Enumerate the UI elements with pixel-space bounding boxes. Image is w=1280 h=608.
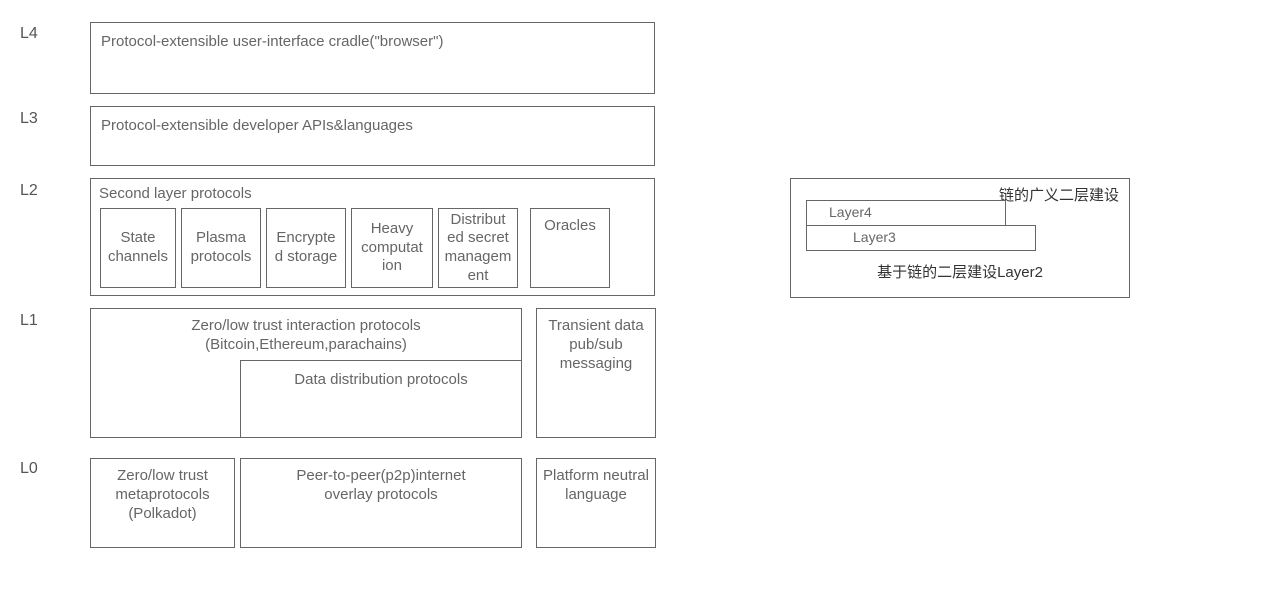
l1-data-dist-box: Data distribution protocols [240,360,522,438]
l4-box: Protocol-extensible user-interface cradl… [90,22,655,94]
right-layer3-box: Layer3 [806,225,1036,251]
l2-item-distributed-secret: Distribut ed secret managem ent [438,208,518,288]
l2-item-plasma: Plasma protocols [181,208,261,288]
l1-data-dist-text: Data distribution protocols [241,371,521,390]
l2-item-5-text: Oracles [544,217,596,236]
layer-label-L2: L2 [20,182,38,200]
right-layer4-box: Layer4 [806,200,1006,226]
l0-zero-low-box: Zero/low trust metaprotocols (Polkadot) [90,458,235,548]
l0-p2p-text: Peer-to-peer(p2p)internet overlay protoc… [296,467,465,505]
right-layer4-text: Layer4 [829,204,872,222]
l2-item-4-text: Distribut ed secret managem ent [445,211,512,286]
l2-item-state-channels: State channels [100,208,176,288]
l2-item-2-text: Encrypte d storage [275,229,338,267]
l3-box: Protocol-extensible developer APIs&langu… [90,106,655,166]
layer-label-L0: L0 [20,460,38,478]
right-layer2-row: 基于链的二层建设Layer2 [790,264,1130,283]
l0-platform-box: Platform neutral language [536,458,656,548]
l2-item-heavy-computation: Heavy computat ion [351,208,433,288]
l2-item-encrypted-storage: Encrypte d storage [266,208,346,288]
l3-text: Protocol-extensible developer APIs&langu… [101,117,413,136]
l0-platform-text: Platform neutral language [543,467,649,505]
layer-label-L4: L4 [20,25,38,43]
l1-transient-text: Transient data pub/sub messaging [537,317,655,373]
l0-zero-low-text: Zero/low trust metaprotocols (Polkadot) [115,467,209,523]
l2-title: Second layer protocols [99,185,252,204]
l2-item-0-text: State channels [108,229,168,267]
l1-zero-low-text: Zero/low trust interaction protocols (Bi… [91,317,521,355]
l2-item-3-text: Heavy computat ion [361,220,423,276]
right-layer2-text: 基于链的二层建设Layer2 [877,264,1043,281]
right-title: 链的广义二层建设 [999,187,1119,206]
l0-p2p-box: Peer-to-peer(p2p)internet overlay protoc… [240,458,522,548]
l1-transient-box: Transient data pub/sub messaging [536,308,656,438]
layer-label-L3: L3 [20,110,38,128]
layer-label-L1: L1 [20,312,38,330]
l2-item-oracles: Oracles [530,208,610,288]
right-layer3-text: Layer3 [853,229,896,247]
l2-item-1-text: Plasma protocols [191,229,252,267]
l4-text: Protocol-extensible user-interface cradl… [101,33,443,52]
